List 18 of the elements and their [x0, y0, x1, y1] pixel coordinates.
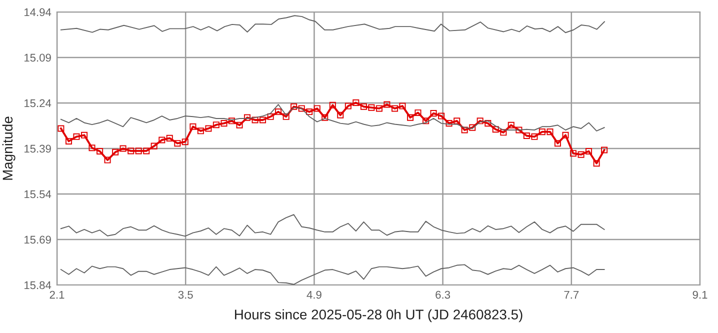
y-tick-label: 15.69 [24, 236, 51, 244]
y-tick-label: 15.09 [24, 54, 51, 62]
line-series [60, 214, 605, 237]
x-tick-label: 4.9 [306, 290, 322, 299]
y-tick-label: 15.54 [24, 190, 52, 198]
y-tick-label: 14.94 [24, 8, 52, 16]
x-tick-label: 6.3 [436, 290, 450, 299]
y-tick-label: 15.39 [24, 144, 51, 153]
x-tick-label: 7.7 [564, 290, 579, 299]
x-tick-label: 3.5 [178, 290, 193, 299]
x-axis-title: Hours since 2025-05-28 0h UT (JD 2460823.5) [235, 309, 522, 322]
x-tick-label: 9.1 [692, 290, 708, 299]
line-series [60, 264, 605, 285]
y-tick-label: 15.24 [24, 99, 52, 108]
line-series [60, 15, 605, 34]
y-tick-label: 15.84 [24, 281, 52, 290]
y-axis-title: Magnitude [2, 116, 16, 180]
x-tick-label: 2.1 [50, 290, 64, 299]
